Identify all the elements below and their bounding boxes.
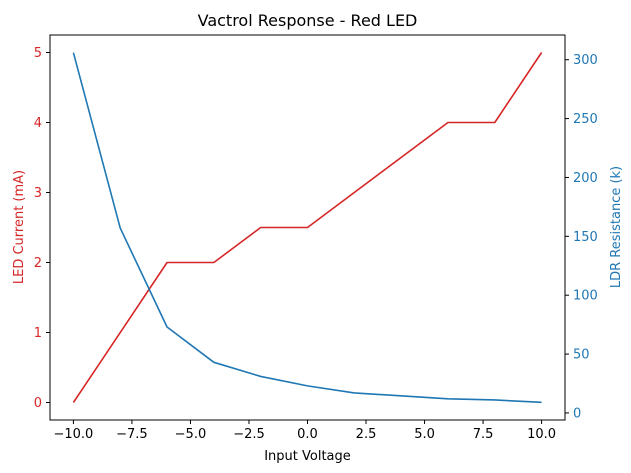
left-tick-label: 5 bbox=[34, 46, 42, 61]
right-axis-label: LDR Resistance (k) bbox=[609, 166, 624, 288]
x-tick-label: −5.0 bbox=[175, 427, 207, 442]
x-axis-label: Input Voltage bbox=[264, 449, 351, 464]
right-tick-label: 100 bbox=[573, 289, 598, 304]
left-tick-label: 4 bbox=[34, 116, 42, 131]
left-tick-label: 2 bbox=[34, 256, 42, 271]
x-tick-label: 2.5 bbox=[356, 427, 377, 442]
left-tick-label: 1 bbox=[34, 326, 42, 341]
led-current-line bbox=[72, 52, 543, 403]
x-axis-ticks: −10.0 −7.5 −5.0 −2.5 0.0 2.5 5.0 7.5 10.0 bbox=[53, 420, 556, 442]
left-axis-ticks: 0 1 2 3 4 5 bbox=[34, 46, 50, 411]
right-tick-label: 200 bbox=[573, 171, 598, 186]
right-tick-label: 250 bbox=[573, 112, 598, 127]
right-tick-label: 50 bbox=[573, 348, 590, 363]
x-tick-label: 10.0 bbox=[527, 427, 556, 442]
right-tick-label: 150 bbox=[573, 230, 598, 245]
right-axis-ticks: 0 50 100 150 200 250 300 bbox=[565, 53, 598, 421]
right-tick-label: 300 bbox=[573, 53, 598, 68]
left-axis-label: LED Current (mA) bbox=[12, 170, 27, 284]
x-tick-label: −7.5 bbox=[116, 427, 148, 442]
chart-title: Vactrol Response - Red LED bbox=[198, 11, 418, 30]
ldr-resistance-line bbox=[72, 52, 542, 404]
left-tick-label: 0 bbox=[34, 396, 42, 411]
x-tick-label: −2.5 bbox=[233, 427, 265, 442]
right-tick-label: 0 bbox=[573, 406, 581, 421]
left-tick-label: 3 bbox=[34, 186, 42, 201]
x-tick-label: 5.0 bbox=[414, 427, 435, 442]
x-tick-label: −10.0 bbox=[53, 427, 93, 442]
x-tick-label: 7.5 bbox=[473, 427, 494, 442]
x-tick-label: 0.0 bbox=[297, 427, 318, 442]
plot-area bbox=[72, 52, 543, 404]
